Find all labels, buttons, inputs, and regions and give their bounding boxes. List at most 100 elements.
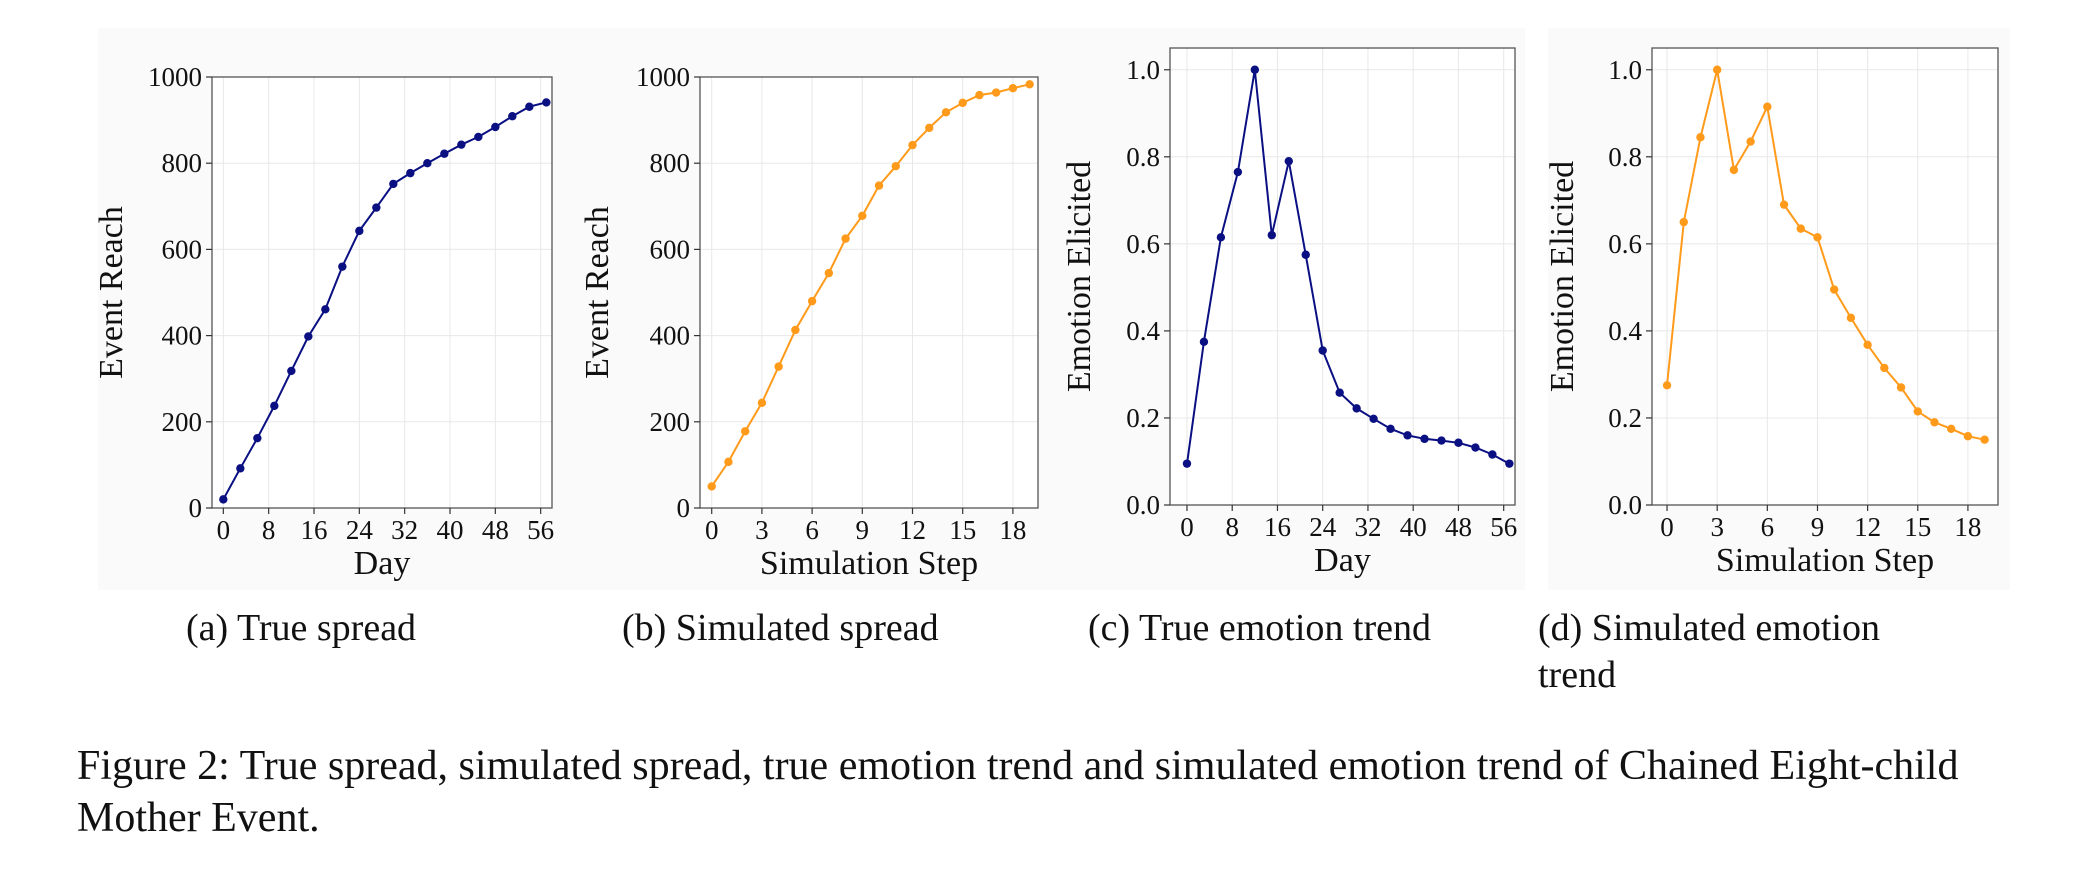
y-tick-label: 0.2 (1126, 403, 1160, 433)
y-tick-label: 1000 (148, 62, 202, 92)
y-tick-label: 0.6 (1126, 229, 1160, 259)
data-point (1182, 459, 1192, 468)
chart-panel-3: 0 3 6 9 12 15 18 0.0 0.2 0.4 0.6 0.8 1.0 Simulation S… (1538, 28, 2010, 696)
data-point (908, 140, 917, 150)
data-point (542, 98, 551, 107)
data-point (891, 162, 900, 171)
subfigure-caption-line2: trend (1538, 654, 1616, 696)
data-point (1946, 424, 1956, 434)
y-tick-label: 0.6 (1608, 229, 1642, 259)
x-tick-label: 40 (1400, 512, 1427, 542)
data-point (457, 140, 466, 149)
data-point (1963, 432, 1973, 441)
data-point (1233, 167, 1243, 177)
x-tick-label: 32 (391, 515, 418, 545)
x-axis-label: Day (1314, 542, 1371, 579)
x-tick-label: 48 (1445, 512, 1472, 542)
y-tick-label: 1.0 (1608, 55, 1642, 85)
plot-area (212, 77, 552, 508)
y-tick-label: 0 (189, 493, 203, 523)
x-axis-label: Simulation Step (760, 545, 978, 582)
x-tick-label: 3 (755, 515, 769, 545)
x-tick-label: 16 (1264, 512, 1291, 542)
plot-area (1652, 48, 1998, 505)
y-tick-label: 0.8 (1608, 142, 1642, 172)
x-tick-label: 12 (899, 515, 926, 545)
data-point (958, 98, 967, 108)
y-tick-label: 0.4 (1608, 316, 1642, 346)
plot-frame (1169, 47, 1516, 506)
data-point (791, 325, 800, 335)
data-point (941, 108, 951, 117)
data-point (1913, 407, 1922, 416)
data-point (774, 362, 783, 371)
y-tick-label: 0 (677, 493, 691, 523)
x-tick-label: 24 (1309, 512, 1337, 542)
data-point (824, 268, 834, 278)
y-axis-label: Emotion Elicited (1544, 161, 1581, 392)
data-point (372, 203, 381, 212)
data-point (841, 234, 850, 243)
data-point (321, 305, 330, 314)
x-tick-label: 48 (482, 515, 509, 545)
x-tick-label: 15 (949, 515, 976, 545)
data-point (440, 149, 449, 158)
data-point (1980, 435, 1989, 444)
data-point (270, 401, 279, 411)
data-point (1779, 200, 1789, 209)
x-axis-label: Simulation Step (1716, 542, 1934, 579)
data-point (1369, 414, 1378, 424)
data-point (1662, 381, 1672, 390)
data-point (874, 181, 884, 190)
x-tick-label: 9 (1811, 512, 1825, 542)
data-point (1712, 65, 1722, 74)
data-point (508, 112, 517, 121)
data-point (1335, 388, 1344, 397)
data-point (1763, 102, 1772, 111)
data-point (1267, 230, 1277, 240)
data-point (1301, 250, 1310, 259)
x-tick-label: 16 (301, 515, 328, 545)
subfigure-caption: (d) Simulated emotion (1538, 607, 1880, 649)
y-tick-label: 200 (650, 407, 691, 437)
data-point (406, 168, 415, 178)
data-point (1318, 346, 1327, 355)
plot-frame (699, 76, 1039, 509)
y-tick-label: 600 (162, 234, 203, 264)
data-point (1008, 84, 1018, 93)
y-axis-label: Event Reach (93, 206, 130, 379)
y-tick-label: 800 (162, 148, 203, 178)
data-point (491, 122, 500, 132)
data-point (1386, 424, 1395, 434)
data-point (1829, 285, 1839, 294)
x-tick-label: 0 (1180, 512, 1194, 542)
data-point (1796, 224, 1805, 233)
data-point (525, 102, 534, 111)
data-point (1488, 450, 1497, 459)
data-point (1420, 434, 1429, 444)
plot-frame (211, 76, 553, 509)
x-tick-label: 32 (1354, 512, 1381, 542)
subfigure-caption: (c) True emotion trend (1088, 607, 1431, 649)
x-tick-label: 12 (1854, 512, 1881, 542)
y-tick-label: 400 (650, 321, 691, 351)
x-tick-label: 3 (1710, 512, 1724, 542)
data-point (1352, 404, 1361, 413)
x-tick-label: 56 (1490, 512, 1517, 542)
data-point (423, 159, 432, 168)
x-tick-label: 9 (856, 515, 870, 545)
data-point (304, 332, 313, 341)
data-point (1250, 65, 1260, 74)
x-tick-label: 15 (1904, 512, 1931, 542)
data-point (1679, 217, 1688, 227)
plot-area (700, 77, 1038, 508)
y-tick-label: 1.0 (1126, 55, 1160, 85)
data-point (1696, 133, 1705, 142)
data-point (740, 427, 750, 436)
x-tick-label: 6 (1761, 512, 1775, 542)
subfigure-caption: (a) True spread (186, 607, 416, 649)
subfigure-caption: (b) Simulated spread (622, 607, 939, 649)
data-point (1471, 443, 1480, 452)
chart-panel-1: 0 3 6 9 12 15 18 0 200 400 600 800 1000 Simulation St… (579, 28, 1075, 649)
plot-area (1170, 48, 1515, 505)
